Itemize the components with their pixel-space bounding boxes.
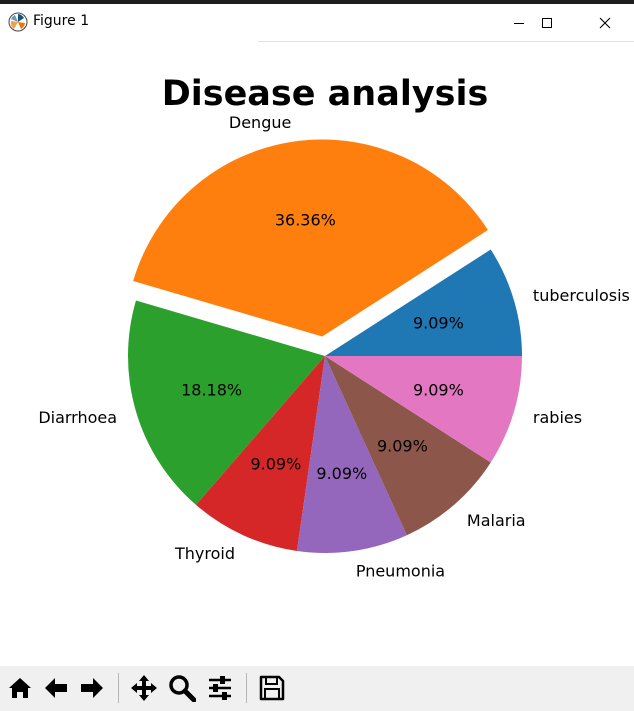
pie-slices [128,139,522,553]
matplotlib-logo-icon [8,12,28,32]
close-button[interactable] [582,4,628,41]
category-label-tuberculosis: tuberculosis [533,286,630,305]
category-label-malaria: Malaria [467,511,526,530]
back-button[interactable] [40,671,72,705]
configure-subplots-icon [209,676,231,700]
pie-slice-tuberculosis [325,249,522,356]
percent-label-rabies: 9.09% [413,380,464,399]
pan-icon [131,675,157,701]
pan-button[interactable] [128,671,160,705]
minimize-icon [514,22,524,24]
maximize-icon [542,17,552,28]
percent-label-diarrhoea: 18.18% [181,380,242,399]
background-strip [0,0,634,4]
maximize-button[interactable] [524,4,570,41]
pie-slice-pneumonia [296,356,407,553]
chart-title: Disease analysis [162,74,489,114]
category-label-rabies: rabies [533,408,582,427]
save-icon [259,675,285,701]
save-button[interactable] [256,671,288,705]
category-label-pneumonia: Pneumonia [356,561,445,580]
close-icon [599,17,611,28]
home-icon [9,678,31,698]
toolbar-separator [118,673,119,703]
category-label-diarrhoea: Diarrhoea [38,408,117,427]
category-label-thyroid: Thyroid [174,544,235,563]
pie-chart: Disease analysis 9.09%36.36%18.18%9.09% 9… [38,74,630,580]
toolbar-separator [246,673,247,703]
forward-button[interactable] [76,671,108,705]
category-labels: tuberculosis Dengue Diarrhoea Thyroid Pneumo… [38,113,630,580]
window-title: Figure 1 [33,13,90,29]
percent-labels: 9.09% 36.36% 18.18% 9.09% 9.09% 9.09% 9.09% [181,211,464,483]
configure-subplots-button[interactable] [204,671,236,705]
minimize-button[interactable] [496,4,542,41]
pie-slice-dengue [133,139,488,337]
forward-arrow-icon [81,678,103,698]
pie-slice-rabies [325,356,522,463]
pie-slice-thyroid [195,356,325,551]
back-arrow-icon [45,678,67,698]
pie-slice-diarrhoea [128,300,325,505]
percent-label-malaria: 9.09% [377,436,428,455]
percent-label-pneumonia: 9.09% [316,464,367,483]
window-titlebar[interactable]: Figure 1 [0,4,634,42]
zoom-button[interactable] [166,671,198,705]
pie-slice-malaria [325,356,491,536]
zoom-icon [169,675,196,702]
home-button[interactable] [4,671,36,705]
percent-label-thyroid: 9.09% [250,455,301,474]
category-label-dengue: Dengue [229,113,291,132]
percent-label-tuberculosis: 9.09% [413,314,464,333]
percent-label-dengue: 36.36% [275,211,336,230]
figure-canvas[interactable]: Disease analysis 9.09% 36.36% 18.18% 9.09% 9… [0,41,634,666]
navigation-toolbar [0,666,634,711]
titlebar-divider [258,41,634,42]
